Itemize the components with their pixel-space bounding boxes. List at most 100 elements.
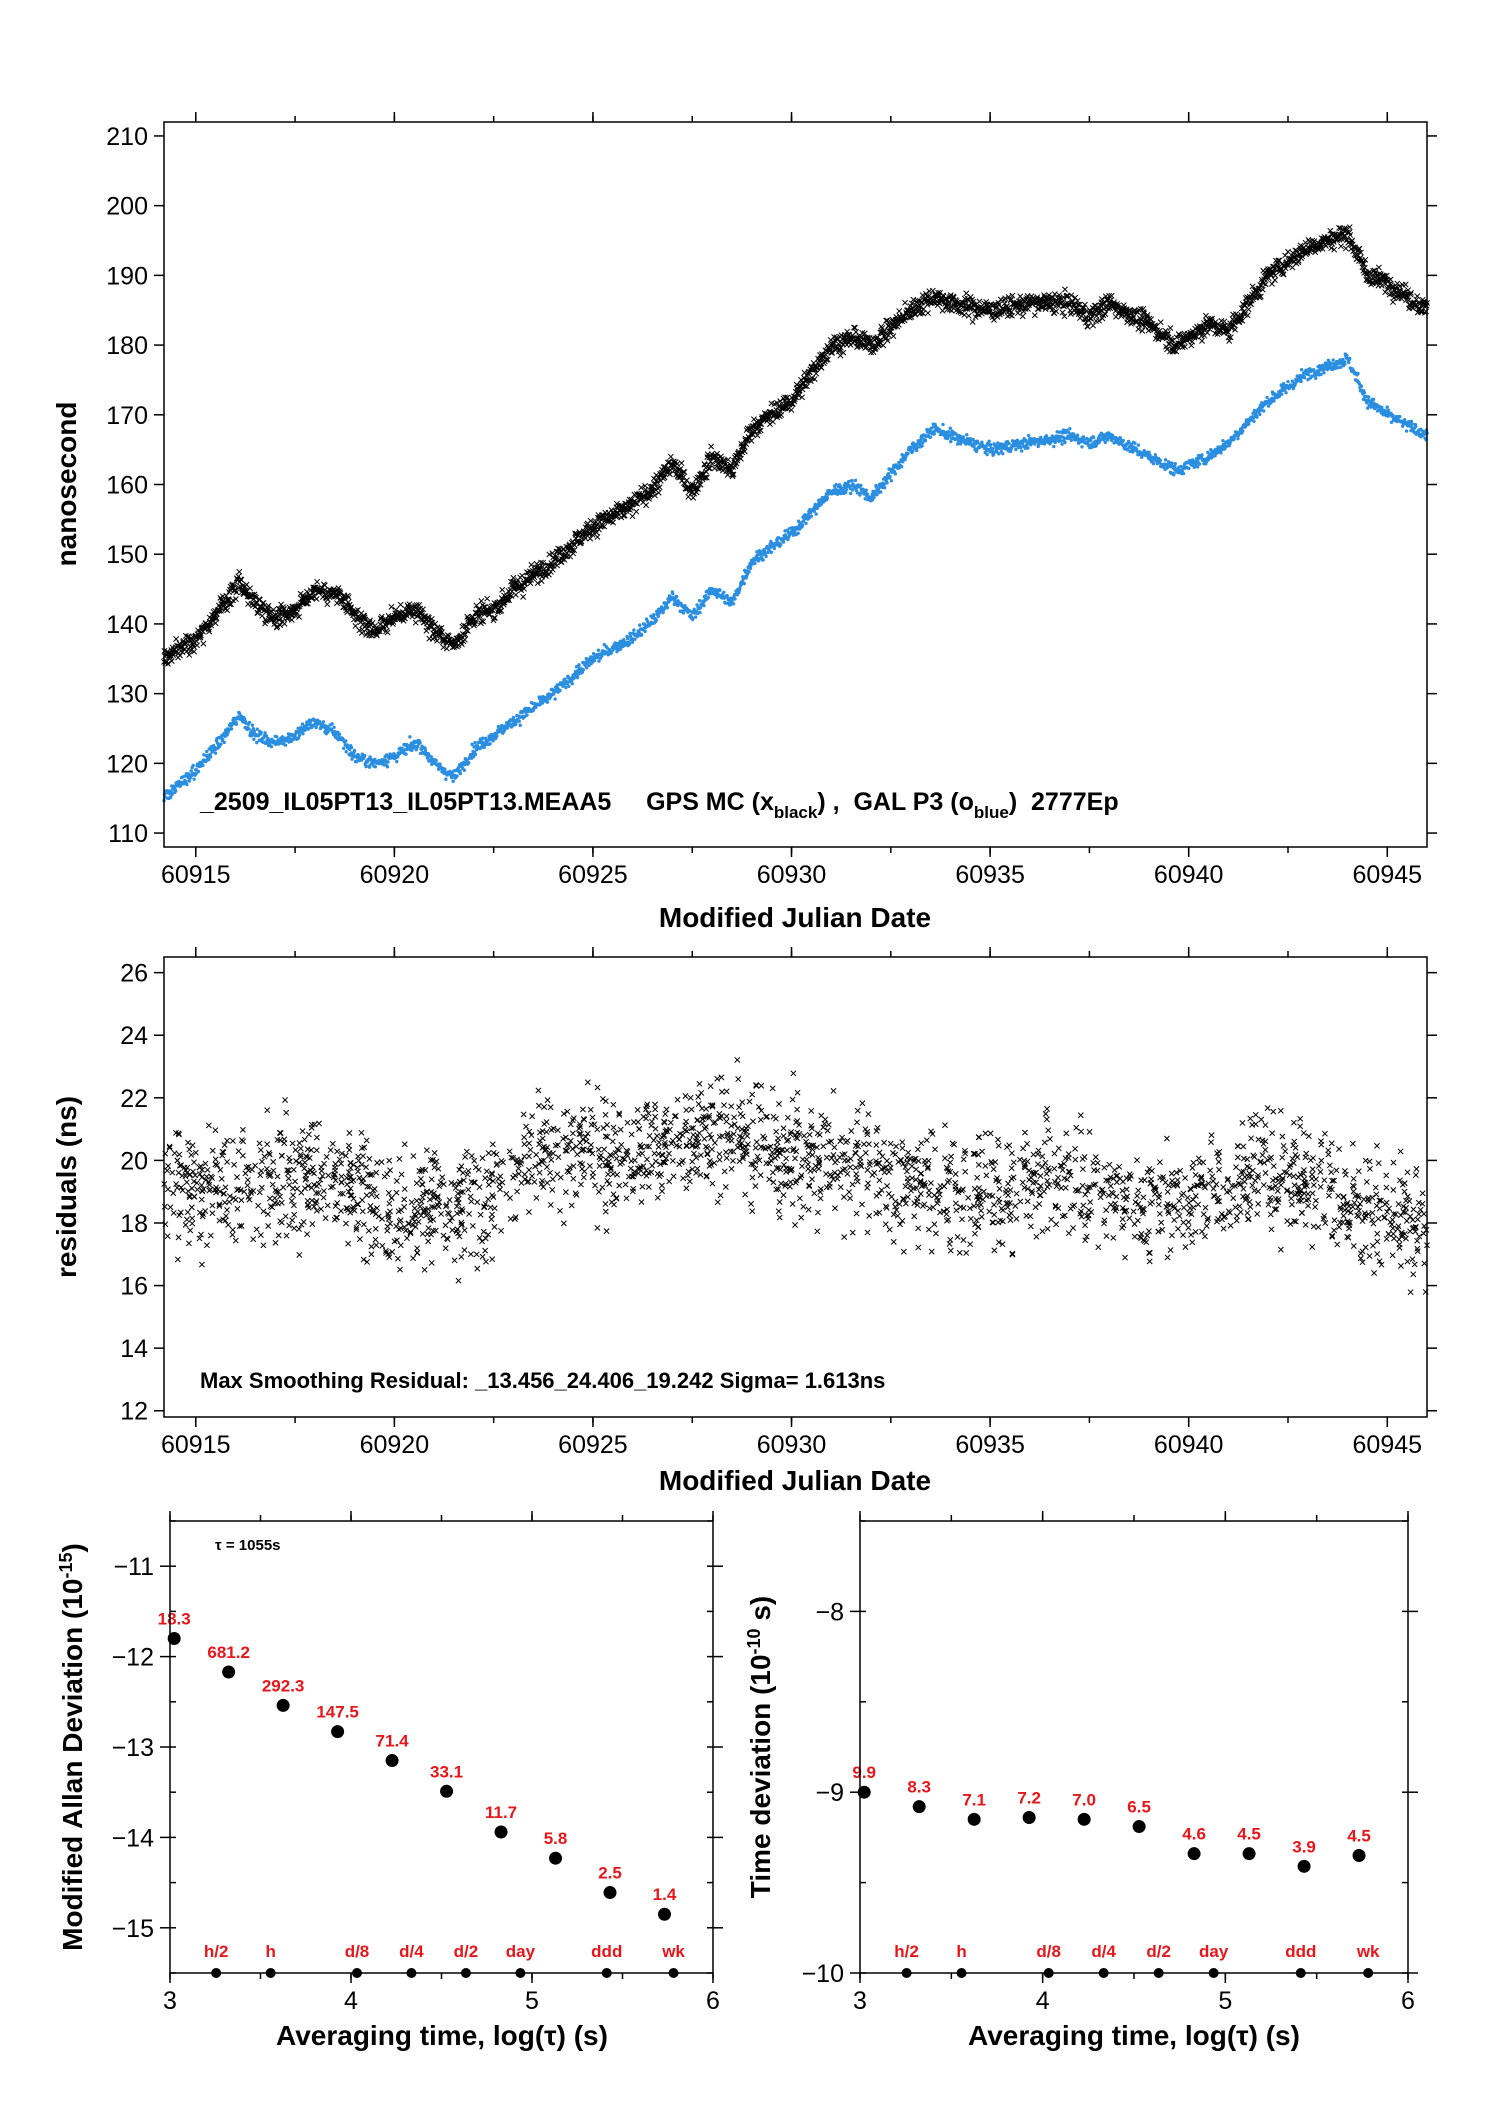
gps-x-marker	[260, 599, 267, 606]
gps-x-marker	[1285, 248, 1291, 255]
gal-dot-marker	[853, 478, 858, 483]
gal-dot-marker	[415, 745, 420, 749]
gal-dot-marker	[1062, 436, 1067, 440]
gps-x-marker	[205, 626, 212, 633]
gal-dot-marker	[988, 443, 993, 447]
gal-dot-marker	[1075, 433, 1080, 437]
gps-x-marker	[646, 495, 652, 502]
gal-dot-marker	[337, 732, 342, 737]
gps-x-marker	[496, 608, 503, 615]
gal-dot-marker	[1200, 453, 1204, 457]
gal-dot-marker	[342, 746, 346, 751]
gal-dot-marker	[972, 445, 976, 449]
gal-dot-marker	[1053, 440, 1057, 445]
gal-dot-marker	[1232, 437, 1236, 442]
gps-x-marker	[1338, 243, 1344, 250]
gal-dot-marker	[742, 581, 746, 586]
gal-dot-marker	[386, 760, 390, 764]
gal-dot-marker	[400, 746, 404, 751]
gal-dot-marker	[259, 730, 263, 735]
gal-dot-marker	[800, 523, 805, 527]
gal-dot-marker	[196, 769, 201, 774]
gps-x-marker	[880, 342, 887, 349]
gal-dot-marker	[804, 521, 808, 526]
gps-x-marker	[186, 652, 193, 658]
gps-x-marker	[402, 615, 408, 622]
gal-dot-marker	[252, 729, 257, 734]
gal-dot-marker	[1181, 471, 1186, 476]
gal-dot-marker	[731, 602, 736, 606]
gps-x-marker	[638, 484, 645, 491]
gal-dot-marker	[553, 697, 557, 701]
gal-dot-marker	[886, 472, 891, 476]
gal-dot-marker	[809, 514, 813, 518]
gal-dot-marker	[414, 748, 418, 752]
gal-dot-marker	[772, 546, 777, 551]
gal-dot-marker	[596, 648, 601, 652]
gps-x-marker	[1199, 337, 1205, 344]
gal-dot-marker	[1221, 439, 1225, 443]
gps-x-marker	[406, 609, 413, 616]
gal-dot-marker	[1262, 409, 1266, 413]
gps-x-marker	[179, 649, 186, 656]
gal-dot-marker	[558, 688, 562, 693]
gal-dot-marker	[222, 740, 226, 745]
gal-dot-marker	[1284, 391, 1288, 395]
gal-dot-marker	[1314, 376, 1318, 380]
gps-x-marker	[191, 648, 198, 655]
gal-dot-marker	[451, 779, 455, 783]
gal-dot-marker	[748, 566, 753, 571]
gps-x-marker	[208, 622, 215, 629]
gps-x-marker	[303, 588, 310, 595]
gal-dot-marker	[495, 734, 499, 738]
gal-dot-marker	[725, 594, 729, 598]
gal-dot-marker	[764, 554, 768, 559]
gal-dot-marker	[263, 731, 267, 735]
gal-dot-marker	[879, 490, 883, 494]
gps-x-marker	[333, 593, 340, 600]
gps-x-marker	[313, 595, 320, 602]
gal-dot-marker	[247, 727, 251, 731]
gal-dot-marker	[1014, 447, 1018, 452]
gal-dot-marker	[941, 422, 945, 427]
gal-dot-marker	[189, 769, 193, 773]
gal-dot-marker	[373, 765, 378, 769]
gps-x-marker	[678, 460, 685, 467]
gps-x-marker	[440, 644, 447, 651]
gps-x-marker	[902, 299, 909, 306]
gal-dot-marker	[697, 599, 702, 603]
gps-x-marker	[212, 620, 219, 627]
gal-dot-marker	[564, 685, 568, 690]
gps-x-marker	[609, 514, 616, 521]
gal-dot-marker	[252, 737, 256, 741]
gal-dot-marker	[354, 760, 359, 764]
gps-x-marker	[610, 519, 616, 526]
gps-x-marker	[512, 591, 519, 598]
gal-dot-marker	[1255, 415, 1259, 419]
gal-dot-marker	[514, 722, 518, 726]
gal-dot-marker	[297, 733, 302, 737]
gal-dot-marker	[201, 763, 205, 768]
gal-dot-marker	[654, 618, 658, 623]
gal-dot-marker	[698, 610, 702, 615]
gps-x-marker	[560, 545, 567, 552]
timeseries-marks	[161, 224, 1430, 803]
gps-x-marker	[277, 622, 284, 629]
gps-x-marker	[480, 618, 487, 625]
gal-dot-marker	[1197, 462, 1202, 466]
gal-dot-marker	[625, 636, 630, 641]
gal-dot-marker	[275, 735, 279, 739]
gps-x-marker	[345, 594, 352, 601]
gps-x-marker	[594, 534, 601, 540]
gps-x-marker	[506, 597, 512, 604]
gps-x-marker	[388, 603, 395, 610]
gal-dot-marker	[781, 540, 786, 544]
gal-dot-marker	[1163, 458, 1168, 462]
gps-x-marker	[890, 333, 897, 340]
gps-x-marker	[263, 618, 270, 624]
gal-dot-marker	[1286, 379, 1290, 384]
gal-dot-marker	[1059, 439, 1063, 443]
gps-x-marker	[252, 594, 259, 601]
gal-dot-marker	[1019, 445, 1023, 450]
gps-x-marker	[1269, 280, 1275, 287]
